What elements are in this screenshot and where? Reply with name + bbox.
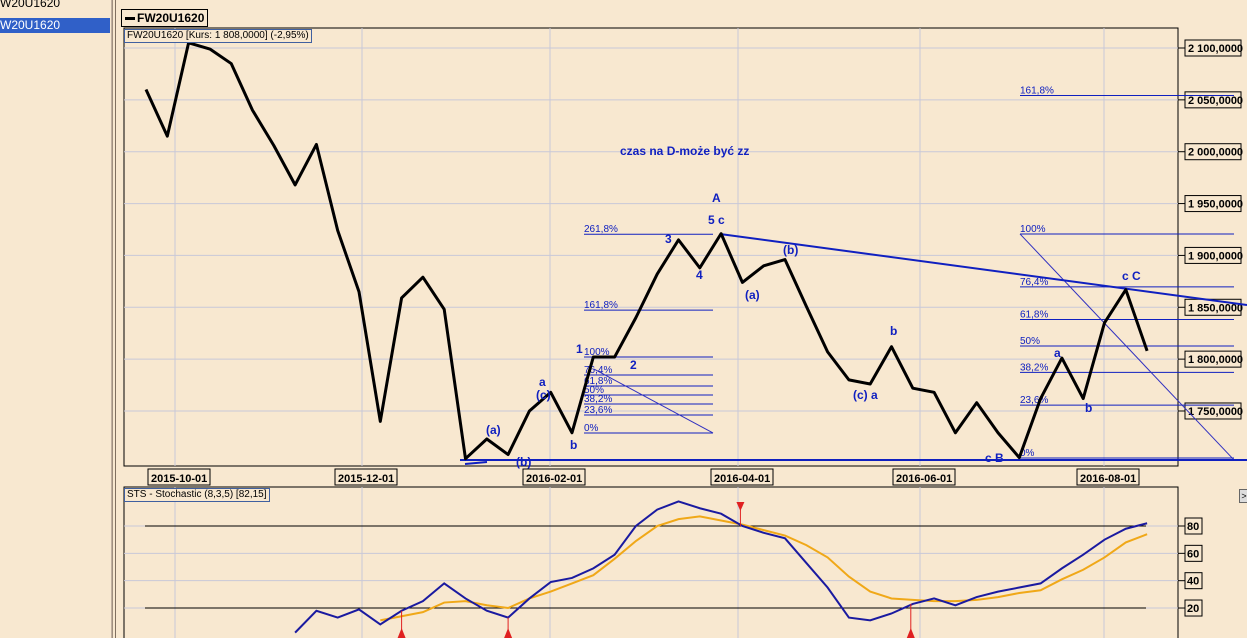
stoch-k-line — [294, 500, 1148, 634]
wave-label: b — [570, 438, 577, 452]
trendline — [719, 233, 1247, 306]
fib-level-label: 76,4% — [584, 365, 612, 376]
instrument-list-item[interactable]: W20U1620 — [0, 0, 61, 10]
fib-level-label: 38,2% — [584, 394, 612, 405]
y-tick-label: 60 — [1187, 548, 1199, 560]
wave-label: 2 — [630, 358, 637, 372]
wave-label: (a) — [486, 423, 501, 437]
x-tick-label: 2015-12-01 — [338, 473, 394, 485]
y-tick-box — [1184, 39, 1242, 57]
x-tick-label: 2016-08-01 — [1080, 473, 1136, 485]
y-tick-label: 20 — [1187, 603, 1199, 615]
wave-label: b — [1085, 401, 1092, 415]
wave-label: a — [1054, 346, 1061, 360]
x-tick-box — [522, 468, 586, 486]
y-tick-box — [1184, 143, 1242, 161]
fib-level-label: 0% — [1020, 448, 1035, 459]
x-tick-label: 2016-06-01 — [896, 473, 952, 485]
x-tick-label: 2016-02-01 — [526, 473, 582, 485]
fib-level-label: 23,6% — [584, 405, 612, 416]
instrument-list-item-selected[interactable]: W20U1620 — [0, 18, 110, 33]
legend-label: FW20U1620 — [137, 11, 205, 25]
fib-level-label: 23,6% — [1020, 395, 1048, 406]
y-tick-label: 40 — [1187, 576, 1199, 588]
x-tick-label: 2016-04-01 — [714, 473, 770, 485]
fib-level-label: 100% — [1020, 224, 1046, 235]
stoch-panel-frame — [123, 486, 1179, 638]
line-swatch-icon — [125, 17, 135, 21]
x-tick-label: 2015-10-01 — [151, 473, 207, 485]
x-tick-box — [147, 468, 211, 486]
wave-label: c B — [985, 451, 1004, 465]
wave-label: 5 c — [708, 213, 725, 227]
wave-label: 1 — [576, 342, 583, 356]
y-tick-label: 1 850,0000 — [1188, 302, 1243, 314]
y-tick-box — [1184, 246, 1242, 264]
wave-label: (b) — [516, 455, 531, 469]
fib-level-label: 261,8% — [584, 224, 618, 235]
y-tick-box — [1184, 544, 1203, 562]
fib-level-label: 50% — [584, 385, 604, 396]
wave-label: c C — [1122, 269, 1141, 283]
price-panel-info: FW20U1620 [Kurs: 1 808,0000] (-2,95%) — [124, 29, 312, 43]
price-line — [144, 41, 1149, 461]
y-tick-box — [1184, 517, 1203, 535]
y-tick-box — [1184, 350, 1242, 368]
y-tick-label: 80 — [1187, 521, 1199, 533]
wave-label: A — [712, 191, 721, 205]
splitter-handle[interactable] — [111, 0, 116, 638]
x-tick-box — [892, 468, 956, 486]
stoch-d-line — [380, 515, 1148, 622]
fib-level-label: 38,2% — [1020, 362, 1048, 373]
fib-level-label: 50% — [1020, 336, 1040, 347]
y-tick-box — [1184, 599, 1203, 617]
wave-label: (c) a — [853, 388, 878, 402]
y-tick-label: 1 900,0000 — [1188, 250, 1243, 262]
wave-label: (a) — [745, 288, 760, 302]
wave-label: (c) — [536, 388, 551, 402]
y-tick-label: 1 750,0000 — [1188, 406, 1243, 418]
series-legend[interactable]: FW20U1620 — [121, 9, 209, 27]
y-tick-box — [1184, 402, 1242, 420]
y-tick-label: 1 800,0000 — [1188, 354, 1243, 366]
wave-label: (b) — [783, 243, 798, 257]
y-tick-label: 2 050,0000 — [1188, 95, 1243, 107]
wave-label: 3 — [665, 232, 672, 246]
fib-level-label: 61,8% — [584, 376, 612, 387]
annotation-note: czas na D-może być zz — [620, 144, 749, 158]
fib-level-label: 161,8% — [584, 300, 618, 311]
buy-signal-arrow-icon — [504, 628, 513, 638]
wave-label: a — [539, 375, 546, 389]
y-tick-label: 2 100,0000 — [1188, 43, 1243, 55]
x-tick-box — [710, 468, 774, 486]
stoch-panel-info: STS - Stochastic (8,3,5) [82,15] — [124, 488, 270, 502]
sell-signal-arrow-icon — [736, 502, 745, 511]
price-panel-frame — [123, 27, 1179, 467]
fib-diagonal — [593, 368, 714, 434]
y-tick-box — [1184, 572, 1203, 590]
fib-level-label: 76,4% — [1020, 277, 1048, 288]
y-tick-label: 2 000,0000 — [1188, 147, 1243, 159]
buy-signal-arrow-icon — [906, 628, 915, 638]
y-tick-label: 1 950,0000 — [1188, 199, 1243, 211]
instrument-list: W20U1620 W20U1620 — [0, 0, 116, 638]
buy-signal-arrow-icon — [397, 628, 406, 638]
fib-level-label: 161,8% — [1020, 86, 1054, 97]
x-tick-box — [1076, 468, 1140, 486]
fib-level-label: 100% — [584, 347, 610, 358]
wave-label: 4 — [696, 268, 703, 282]
fib-level-label: 61,8% — [1020, 310, 1048, 321]
x-tick-box — [334, 468, 398, 486]
fib-level-label: 0% — [584, 423, 599, 434]
y-tick-box — [1184, 195, 1242, 213]
marker-line — [464, 461, 488, 465]
fib-diagonal — [1019, 233, 1235, 461]
wave-label: b — [890, 324, 897, 338]
expand-panel-button[interactable]: > — [1239, 489, 1247, 503]
